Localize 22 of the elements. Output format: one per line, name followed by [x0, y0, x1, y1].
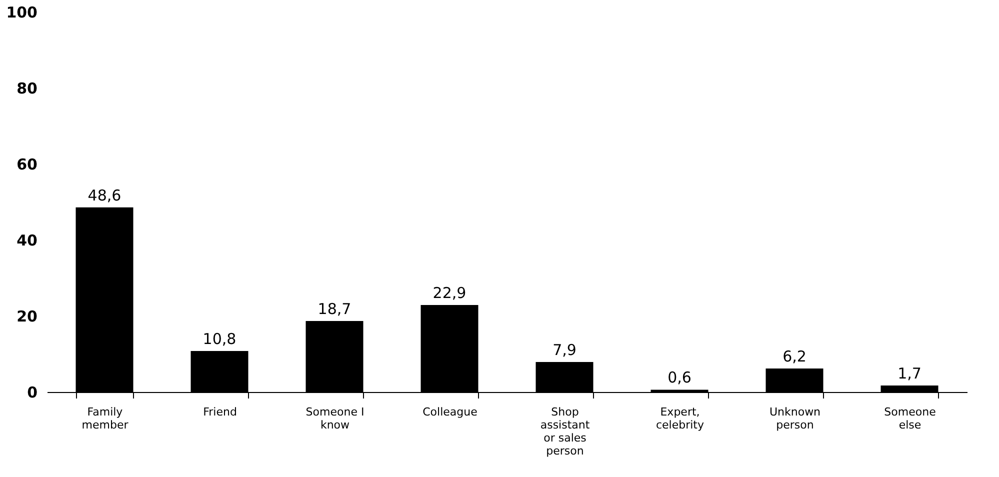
x-tick-label: Someone else	[884, 406, 936, 432]
data-label: 10,8	[202, 330, 236, 348]
y-tick-label: 20	[16, 308, 38, 326]
data-label: 1,7	[898, 364, 922, 383]
x-tick-label: Shop assistant or sales person	[540, 406, 590, 458]
x-tick-label: Family member	[82, 406, 129, 432]
data-label: 22,9	[432, 284, 466, 302]
data-label: 6,2	[782, 347, 806, 366]
x-tick-label: Friend	[203, 406, 237, 418]
data-label: 0,6	[668, 368, 692, 387]
x-tick-label: Someone I know	[306, 406, 364, 432]
y-tick-label: 100	[6, 4, 38, 22]
y-tick-label: 40	[16, 232, 38, 250]
y-tick-label: 0	[27, 384, 38, 402]
x-tick-label: Colleague	[422, 406, 478, 418]
y-tick-label: 80	[16, 80, 38, 98]
data-label: 48,6	[88, 186, 122, 204]
x-tick-label: Unknown person	[769, 406, 821, 432]
data-label: 7,9	[552, 340, 576, 359]
data-label: 18,7	[318, 300, 352, 318]
x-tick-label: Expert, celebrity	[656, 406, 704, 432]
y-tick-label: 60	[16, 156, 38, 174]
